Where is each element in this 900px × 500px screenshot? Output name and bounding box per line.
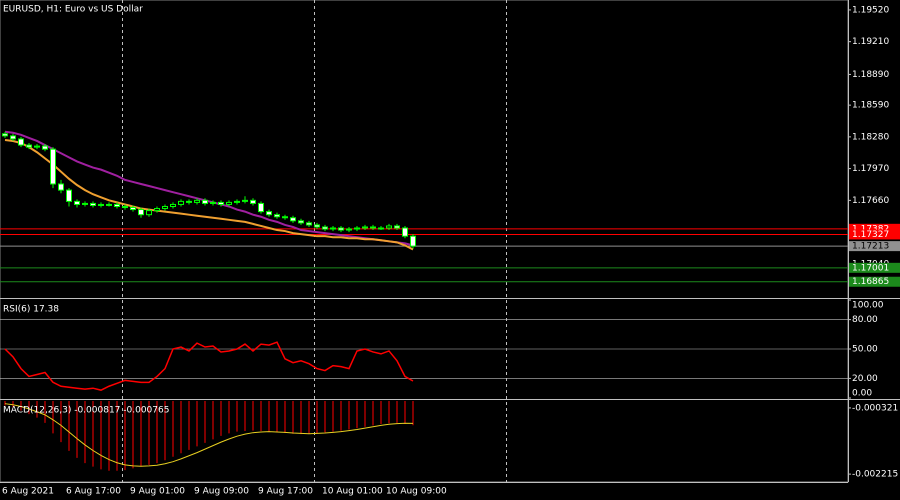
candle-body — [98, 203, 104, 206]
signal-line — [4, 403, 414, 467]
candle-body — [306, 222, 312, 226]
candle-body — [410, 235, 416, 247]
x-tick-label: 9 Aug 01:00 — [130, 487, 185, 497]
candle-body — [74, 200, 80, 205]
candle-body — [106, 203, 112, 206]
y-tick-label: 100.00 — [852, 301, 884, 311]
candle-body — [194, 199, 200, 203]
moving-average — [4, 138, 414, 251]
candle-body — [314, 224, 320, 228]
candle-body — [18, 138, 24, 146]
x-tick-label: 9 Aug 17:00 — [258, 487, 313, 497]
candle-body — [114, 203, 120, 207]
candle-body — [178, 200, 184, 205]
indicator-title: MACD(12,26,3) -0.000817 -0.000765 — [3, 406, 169, 416]
candle-body — [66, 189, 72, 202]
y-tick-label: -0.000321 — [852, 403, 898, 413]
candle-body — [386, 225, 392, 229]
candle-body — [274, 214, 280, 218]
candle-body — [210, 201, 216, 204]
price-tag — [849, 241, 900, 252]
candle-body — [346, 228, 352, 231]
candle-body — [258, 202, 264, 213]
x-tick-label: 10 Aug 09:00 — [386, 487, 447, 497]
y-tick-label: 1.18890 — [852, 70, 889, 80]
candle-body — [218, 201, 224, 205]
candle-body — [250, 199, 256, 204]
candle-body — [58, 183, 64, 191]
price-tag-label: 1.17213 — [852, 242, 889, 252]
candle-body — [34, 145, 40, 148]
y-tick-label: 1.17970 — [852, 164, 889, 174]
candle-body — [226, 201, 232, 205]
x-tick-label: 9 Aug 09:00 — [194, 487, 249, 497]
y-tick-label: 1.18590 — [852, 101, 889, 111]
y-tick-label: 80.00 — [852, 315, 878, 325]
candle-body — [82, 202, 88, 205]
candle-body — [122, 205, 128, 209]
price-tag — [849, 223, 900, 234]
candle-body — [338, 227, 344, 231]
candle-body — [402, 227, 408, 237]
price-tag-label: 1.17382 — [852, 224, 889, 234]
candle-body — [290, 217, 296, 222]
candle-body — [146, 210, 152, 216]
indicator-title: RSI(6) 17.38 — [3, 305, 59, 315]
candle-body — [282, 216, 288, 219]
candle-body — [90, 202, 96, 206]
price-tag-label: 1.17327 — [852, 230, 889, 240]
candle-body — [2, 133, 8, 137]
candle-body — [202, 199, 208, 204]
candle-body — [378, 227, 384, 230]
candle-body — [322, 226, 328, 230]
candle-body — [266, 211, 272, 216]
y-tick-label: 20.00 — [852, 374, 878, 384]
candle-body — [170, 203, 176, 207]
candle-body — [50, 148, 56, 185]
price-tag — [849, 276, 900, 287]
candle-body — [154, 208, 160, 212]
price-tag-label: 1.17001 — [852, 263, 889, 273]
candle-body — [130, 207, 136, 211]
candle-body — [330, 227, 336, 230]
x-tick-label: 6 Aug 17:00 — [66, 487, 121, 497]
candle-body — [370, 226, 376, 229]
candle-body — [394, 225, 400, 229]
price-tag — [849, 262, 900, 273]
moving-average — [4, 130, 414, 247]
candle-body — [362, 226, 368, 229]
y-tick-label: 0.00 — [852, 389, 872, 399]
candle-body — [10, 135, 16, 140]
candle-body — [162, 205, 168, 210]
candle-body — [298, 220, 304, 224]
y-tick-label: 1.19520 — [852, 5, 889, 15]
rsi-line — [4, 341, 414, 391]
y-tick-label: -0.002215 — [852, 470, 898, 480]
candle-body — [42, 145, 48, 150]
y-tick-label: 1.19210 — [852, 37, 889, 47]
x-tick-label: 6 Aug 2021 — [2, 487, 54, 497]
candle-body — [138, 209, 144, 216]
candle-body — [26, 144, 32, 148]
candle-body — [234, 200, 240, 203]
y-tick-label: 1.17660 — [852, 196, 889, 206]
day-separators — [122, 0, 507, 482]
price-tag — [849, 229, 900, 240]
candle-body — [186, 200, 192, 203]
x-tick-label: 10 Aug 01:00 — [322, 487, 383, 497]
candle-body — [354, 227, 360, 230]
price-tag-label: 1.16865 — [852, 277, 889, 287]
chart-title: EURUSD, H1: Euro vs US Dollar — [3, 5, 143, 15]
y-tick-label: 1.18280 — [852, 132, 889, 142]
candle-body — [242, 199, 248, 202]
y-tick-label: 50.00 — [852, 345, 878, 355]
